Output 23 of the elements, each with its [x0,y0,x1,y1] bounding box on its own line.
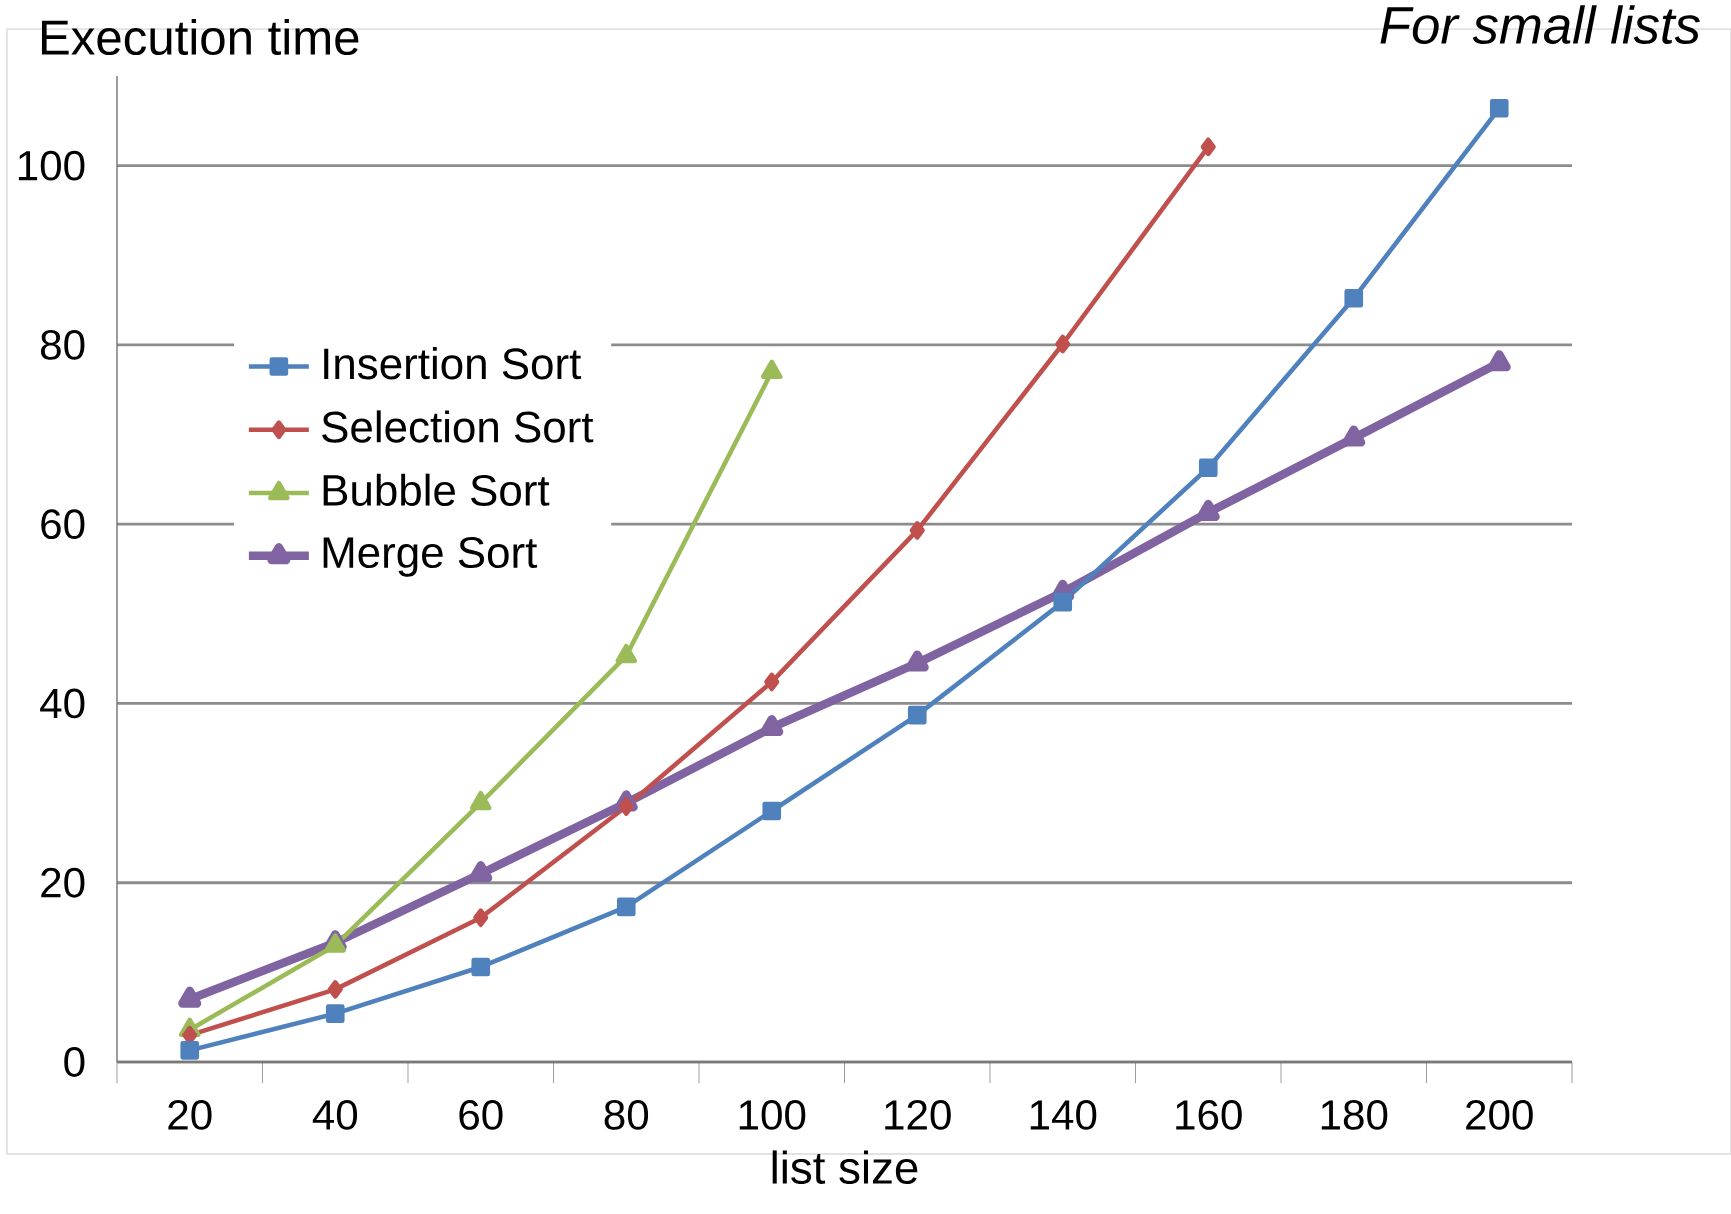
y-tick-label: 20 [41,867,85,898]
legend-label: Selection Sort [322,410,594,443]
y-axis-title: Execution time [41,18,359,56]
legend-label: Merge Sort [323,537,538,577]
legend-label: Insertion Sort [324,347,582,380]
x-tick-label: 120 [885,1099,951,1130]
x-tick-label: 140 [1030,1099,1097,1130]
x-tick-label: 80 [604,1099,649,1130]
legend-label: Bubble Sort [323,473,550,506]
y-tick-label: 60 [41,509,85,540]
x-tick-label: 100 [739,1099,806,1130]
x-tick-label: 20 [168,1099,212,1130]
chart-title: For small lists [1380,5,1700,44]
y-tick-label: 0 [64,1047,85,1077]
x-tick-label: 180 [1321,1099,1388,1130]
x-tick-label: 160 [1176,1099,1242,1130]
y-tick-label: 100 [18,150,85,181]
x-tick-label: 60 [459,1099,503,1130]
x-tick-label: 200 [1466,1099,1533,1130]
y-tick-label: 80 [40,329,85,360]
x-axis-title: list size [772,1150,918,1184]
y-tick-label: 40 [40,688,85,719]
x-tick-label: 40 [312,1099,358,1130]
